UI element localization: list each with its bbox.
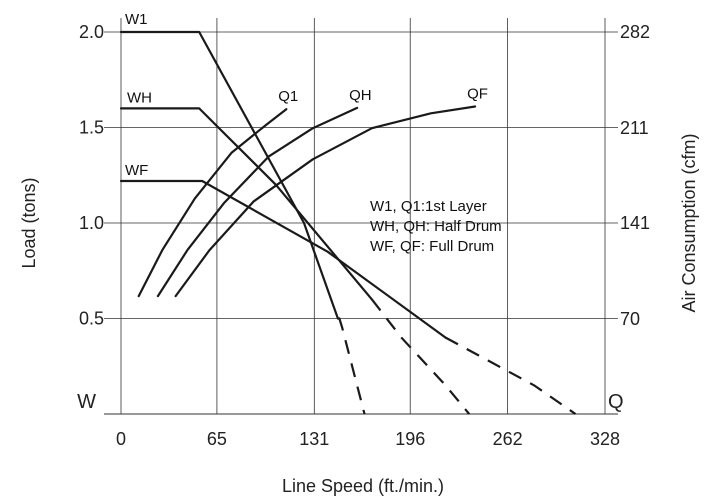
series-dashed-w1 [337, 317, 366, 415]
y-tick-label: 0.5 [79, 309, 104, 329]
series-line-wf [119, 179, 447, 339]
series-label-w1: W1 [125, 11, 148, 28]
series-dashed-wh [371, 298, 471, 415]
x-tick-label: 262 [493, 429, 523, 449]
series-label-qh: QH [349, 87, 372, 104]
series-label-qf: QF [467, 86, 488, 103]
series-line-w1 [119, 30, 339, 320]
series-line-q1 [137, 108, 288, 298]
series-lines [119, 30, 577, 415]
y2-tick-label: 211 [620, 118, 649, 138]
series-line-qf [174, 105, 477, 298]
x-tick-label: 0 [116, 429, 126, 449]
corner-label-q: Q [608, 391, 624, 413]
x-tick-label: 65 [207, 429, 227, 449]
labels: 0 65 131 196 262 328 0.5 1.0 1.5 2.0 70 141 211 282 W Q… [19, 11, 699, 496]
x-tick-label: 131 [299, 429, 329, 449]
y-axis-title: Load (tons) [19, 177, 39, 268]
y-tick-label: 1.5 [79, 118, 104, 138]
series-label-wf: WF [125, 162, 148, 179]
y2-tick-label: 282 [620, 22, 650, 42]
y-tick-label: 2.0 [79, 22, 104, 42]
series-dashed-wf [445, 336, 577, 415]
series-line-wh [119, 107, 373, 301]
series-label-q1: Q1 [278, 88, 298, 105]
legend-note: WH, QH: Half Drum [370, 218, 502, 235]
corner-label-w: W [77, 391, 96, 413]
y2-axis-title: Air Consumption (cfm) [679, 133, 699, 312]
y-tick-label: 1.0 [79, 213, 104, 233]
grid [104, 18, 618, 415]
y2-tick-label: 141 [620, 213, 650, 233]
series-line-qh [156, 106, 359, 298]
y2-tick-label: 70 [620, 309, 640, 329]
x-tick-label: 196 [395, 429, 425, 449]
series-label-wh: WH [127, 89, 152, 106]
legend-note: W1, Q1:1st Layer [370, 198, 487, 215]
legend-note: WF, QF: Full Drum [370, 238, 494, 255]
x-tick-label: 328 [590, 429, 620, 449]
x-axis-title: Line Speed (ft./min.) [282, 476, 444, 496]
